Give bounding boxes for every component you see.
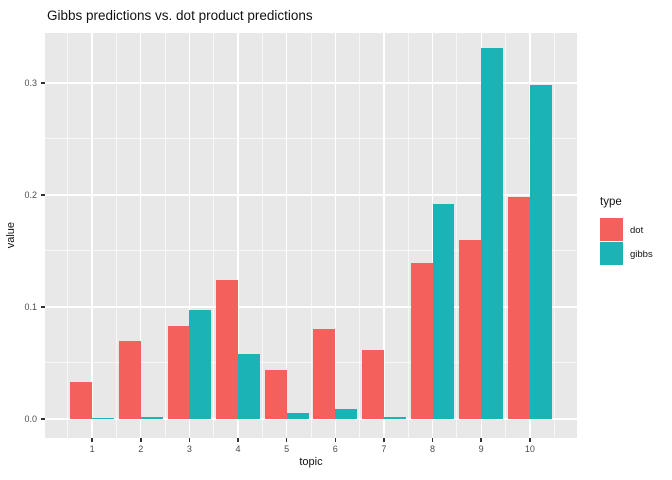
- v-gridline-minor: [553, 33, 555, 438]
- v-gridline-major: [91, 33, 93, 438]
- v-gridline-major: [334, 33, 336, 438]
- bar-dot-topic-10: [507, 197, 530, 419]
- bar-dot-topic-8: [410, 263, 433, 419]
- x-tick: [431, 438, 434, 442]
- v-gridline-minor: [164, 33, 166, 438]
- x-tick: [140, 438, 142, 442]
- x-tick-label: 10: [524, 444, 535, 454]
- v-gridline-minor: [505, 33, 506, 438]
- bar-gibbs-topic-7: [383, 416, 406, 419]
- v-gridline-major: [431, 33, 434, 438]
- x-tick: [480, 438, 482, 442]
- v-gridline-major: [529, 33, 531, 438]
- bar-dot-topic-7: [362, 349, 384, 419]
- legend-label-gibbs: gibbs: [630, 248, 653, 260]
- bar-gibbs-topic-1: [92, 417, 115, 419]
- bar-gibbs-topic-6: [335, 408, 358, 419]
- bar-gibbs-topic-9: [481, 48, 504, 419]
- x-tick: [285, 438, 288, 442]
- x-tick-label: 7: [381, 444, 387, 454]
- legend-key-gibbs-swatch: [600, 242, 623, 265]
- y-tick-label: 0.3: [24, 78, 37, 88]
- bar-dot-topic-9: [459, 239, 482, 419]
- y-tick: [41, 194, 45, 196]
- legend: type dot gibbs: [600, 196, 670, 266]
- chart-title: Gibbs predictions vs. dot product predic…: [47, 8, 313, 23]
- y-tick: [41, 306, 45, 308]
- bar-gibbs-topic-4: [238, 354, 260, 419]
- v-gridline-major: [285, 33, 288, 438]
- legend-label-dot: dot: [630, 224, 644, 236]
- x-tick-label: 1: [89, 444, 95, 454]
- v-gridline-major: [237, 33, 239, 438]
- y-axis-title-text: value: [5, 222, 17, 249]
- x-tick: [91, 438, 93, 442]
- v-gridline-minor: [213, 33, 215, 438]
- plot-panel: [45, 33, 577, 438]
- x-tick: [237, 438, 239, 442]
- x-tick: [334, 438, 337, 442]
- v-gridline-major: [188, 33, 191, 438]
- bar-gibbs-topic-10: [529, 85, 552, 419]
- y-tick: [41, 82, 45, 84]
- v-gridline-minor: [261, 33, 263, 438]
- bar-dot-topic-5: [264, 369, 287, 419]
- y-tick-label: 0.2: [24, 190, 37, 200]
- bar-dot-topic-3: [167, 326, 190, 419]
- x-tick: [188, 438, 191, 442]
- v-gridline-minor: [359, 33, 361, 438]
- bar-dot-topic-2: [118, 340, 141, 419]
- legend-title: type: [600, 196, 622, 208]
- bar-gibbs-topic-8: [432, 203, 455, 419]
- v-gridline-minor: [310, 33, 312, 438]
- bar-dot-topic-4: [216, 280, 239, 419]
- x-tick-label: 2: [138, 444, 144, 454]
- v-gridline-major: [383, 33, 385, 438]
- bar-gibbs-topic-5: [286, 413, 309, 419]
- x-tick-label: 8: [430, 444, 436, 454]
- x-tick-label: 4: [235, 444, 241, 454]
- y-tick-label: 0.1: [24, 302, 37, 312]
- legend-item-gibbs: gibbs: [600, 242, 670, 266]
- x-tick-label: 9: [478, 444, 484, 454]
- y-tick: [41, 418, 45, 420]
- v-gridline-minor: [456, 33, 458, 438]
- bar-dot-topic-1: [70, 382, 93, 419]
- legend-key-dot-swatch: [600, 218, 623, 241]
- bar-gibbs-topic-3: [189, 310, 212, 419]
- v-gridline-major: [140, 33, 142, 438]
- legend-item-dot: dot: [600, 218, 670, 242]
- x-tick-label: 3: [186, 444, 192, 454]
- y-tick-label: 0.0: [24, 414, 37, 424]
- x-tick: [529, 438, 531, 442]
- v-gridline-minor: [115, 33, 117, 438]
- v-gridline-minor: [67, 33, 69, 438]
- x-tick-label: 5: [284, 444, 290, 454]
- x-tick: [383, 438, 385, 442]
- bar-gibbs-topic-2: [140, 416, 163, 419]
- x-axis-title: topic: [299, 456, 323, 468]
- x-tick-label: 6: [332, 444, 338, 454]
- v-gridline-minor: [407, 33, 409, 438]
- bar-dot-topic-6: [313, 329, 336, 419]
- y-axis-title: value: [4, 33, 18, 438]
